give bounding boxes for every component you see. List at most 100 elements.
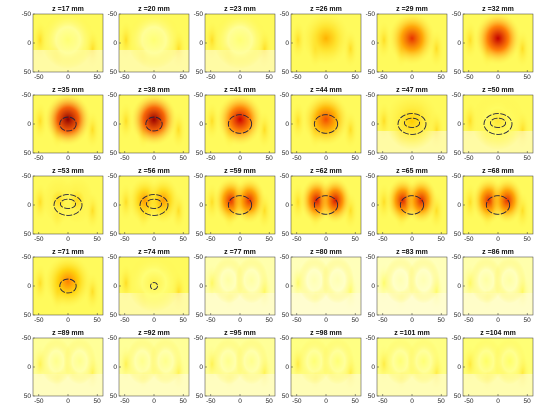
texture-band: [291, 19, 306, 61]
intensity-blob: [493, 257, 526, 304]
x-tick-label: 50: [180, 236, 188, 243]
x-tick-label: -50: [120, 155, 130, 162]
y-tick-label: 0: [113, 364, 117, 371]
intensity-blob: [235, 338, 268, 385]
intensity-blob: [147, 177, 180, 224]
intensity-field: [119, 14, 189, 72]
intensity-blob: [44, 257, 92, 309]
x-tick-label: 0: [238, 155, 242, 162]
y-tick-label: 0: [113, 121, 117, 128]
x-tick-label: 0: [496, 398, 500, 405]
panel-title: z =26 mm: [310, 6, 342, 13]
y-tick-label: 0: [371, 40, 375, 47]
y-tick-label: -50: [366, 92, 376, 99]
panel-title: z =44 mm: [310, 87, 342, 94]
y-tick-label: -50: [452, 335, 462, 342]
x-tick-label: 0: [496, 236, 500, 243]
y-tick-label: -50: [280, 11, 290, 18]
contour-line: [397, 113, 427, 135]
y-tick-label: 50: [368, 150, 376, 157]
x-tick-label: -50: [464, 317, 474, 324]
y-tick-label: 0: [457, 283, 461, 290]
intensity-field: [463, 257, 533, 315]
panel-title: z =98 mm: [310, 330, 342, 337]
intensity-field: [463, 14, 533, 72]
y-tick-label: -50: [280, 92, 290, 99]
y-tick-label: 0: [113, 40, 117, 47]
y-tick-label: -50: [366, 173, 376, 180]
y-tick-label: 0: [113, 202, 117, 209]
x-tick-label: 50: [438, 236, 446, 243]
x-tick-label: 0: [410, 155, 414, 162]
contour-line: [403, 117, 421, 128]
panel-title: z =68 mm: [482, 168, 514, 175]
y-tick-label: -50: [194, 11, 204, 18]
intensity-blob: [407, 257, 440, 304]
intensity-blob: [233, 177, 266, 224]
y-tick-label: 0: [285, 40, 289, 47]
x-tick-label: -50: [464, 398, 474, 405]
x-tick-label: 50: [524, 74, 532, 81]
x-tick-label: 50: [94, 155, 102, 162]
x-tick-label: 0: [324, 74, 328, 81]
intensity-blob: [321, 257, 354, 304]
intensity-field: [205, 257, 275, 315]
x-tick-label: 50: [94, 236, 102, 243]
contour-line: [227, 114, 253, 134]
x-tick-label: 0: [410, 236, 414, 243]
y-tick-label: -50: [22, 92, 32, 99]
x-tick-label: 0: [66, 74, 70, 81]
texture-band: [205, 100, 220, 142]
intensity-field: [119, 95, 189, 153]
intensity-blob: [298, 338, 331, 385]
y-tick-label: 50: [282, 393, 290, 400]
x-tick-label: -50: [34, 74, 44, 81]
panel-title: z =53 mm: [52, 168, 84, 175]
y-tick-label: 0: [27, 283, 31, 290]
y-tick-label: 0: [285, 283, 289, 290]
y-tick-label: 0: [27, 364, 31, 371]
x-tick-label: 0: [496, 317, 500, 324]
intensity-field: [205, 95, 275, 153]
y-tick-label: 50: [368, 231, 376, 238]
panel-title: z =101 mm: [394, 330, 430, 337]
panel-title: z =20 mm: [138, 6, 170, 13]
intensity-blob: [212, 257, 245, 304]
panel-title: z =104 mm: [480, 330, 516, 337]
x-tick-label: 50: [94, 398, 102, 405]
y-tick-label: 50: [196, 231, 204, 238]
y-tick-label: 50: [368, 312, 376, 319]
x-tick-label: 50: [438, 155, 446, 162]
x-tick-label: -50: [206, 74, 216, 81]
x-tick-label: 0: [324, 317, 328, 324]
x-tick-label: 50: [352, 74, 360, 81]
panel-title: z =92 mm: [138, 330, 170, 337]
panel-title: z =83 mm: [396, 249, 428, 256]
y-tick-label: -50: [22, 335, 32, 342]
x-tick-label: 50: [352, 317, 360, 324]
x-tick-label: 50: [352, 236, 360, 243]
x-tick-label: -50: [292, 74, 302, 81]
intensity-field: [377, 95, 447, 153]
contour-line: [145, 116, 163, 132]
panel-title: z =47 mm: [396, 87, 428, 94]
y-tick-label: 0: [113, 283, 117, 290]
intensity-blob: [302, 95, 350, 147]
x-tick-label: 0: [152, 317, 156, 324]
contour-line: [145, 198, 163, 209]
y-tick-label: 50: [282, 69, 290, 76]
intensity-blob: [213, 14, 267, 70]
intensity-blob: [149, 338, 183, 385]
x-tick-label: 50: [352, 155, 360, 162]
y-tick-label: 0: [457, 202, 461, 209]
panel-title: z =71 mm: [52, 249, 84, 256]
contour-line: [399, 195, 425, 215]
x-tick-label: -50: [464, 155, 474, 162]
texture-band: [463, 19, 478, 61]
